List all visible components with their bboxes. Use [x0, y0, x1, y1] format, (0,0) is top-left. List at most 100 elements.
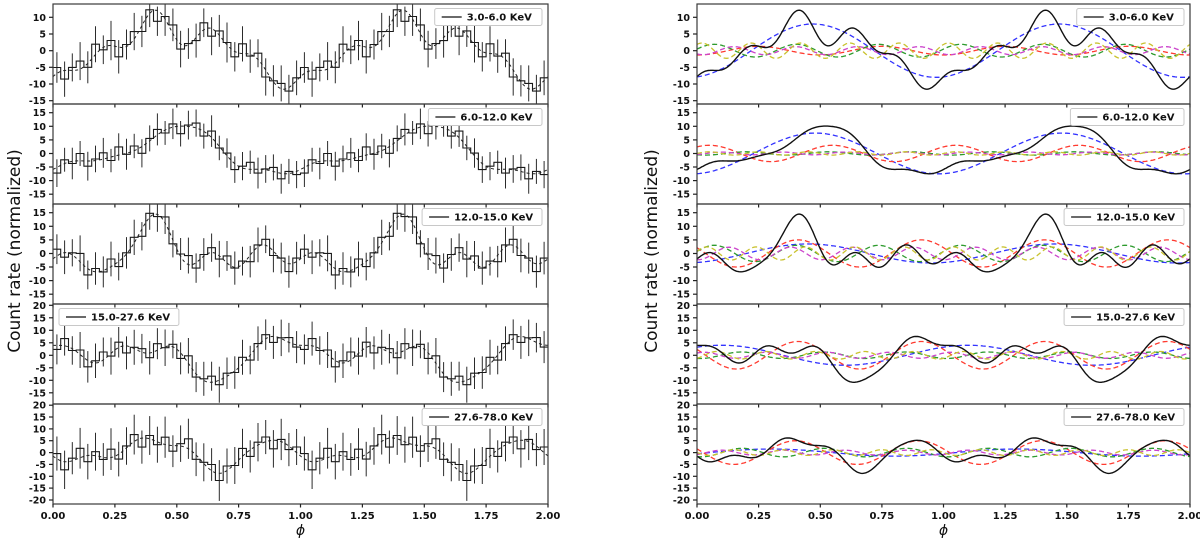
y-tick-label: 0	[683, 46, 690, 57]
y-tick-label: 20	[33, 301, 47, 312]
harmonic-2-curve	[697, 239, 1190, 268]
total-fit-curve	[697, 213, 1190, 273]
binned-profile-steps	[53, 122, 548, 180]
x-tick-label: 1.75	[1116, 511, 1141, 522]
y-tick-label: -5	[35, 163, 46, 174]
x-tick-label: 0.00	[685, 511, 710, 522]
fourier-fit-curve	[53, 213, 548, 273]
panel-2: 15 10 5 0 -5 -10 -15 6.0-12.0 KeV	[673, 103, 1191, 208]
x-tick-label: 1.50	[412, 511, 437, 522]
y-tick-label: 5	[683, 135, 690, 146]
x-tick-label: 0.00	[41, 511, 66, 522]
harmonic-2-curve	[697, 440, 1190, 466]
y-tick-label: -5	[35, 460, 46, 471]
y-tick-label: -5	[679, 163, 690, 174]
y-tick-label: -10	[673, 276, 691, 287]
panel-1: 10 5 0 -5 -10 -15 3.0-6.0 KeV	[673, 3, 1191, 108]
y-tick-label: -10	[673, 472, 691, 483]
y-tick-label: -10	[673, 80, 691, 91]
y-tick-label: 5	[683, 436, 690, 447]
total-fit-curve	[697, 125, 1190, 175]
x-axis-title: ϕ	[939, 523, 948, 538]
y-tick-label: 10	[33, 326, 47, 337]
y-tick-label: -5	[35, 63, 46, 74]
y-tick-label: -15	[29, 290, 46, 301]
legend-label: 3.0-6.0 KeV	[1109, 13, 1174, 24]
y-tick-label: -5	[35, 363, 46, 374]
y-tick-label: 10	[33, 424, 47, 435]
harmonic-5-curve	[697, 42, 1190, 59]
harmonic-4-curve	[697, 151, 1190, 156]
y-tick-label: 0	[39, 46, 46, 57]
y-tick-label: 15	[33, 413, 46, 424]
binned-profile-steps	[53, 212, 548, 276]
y-tick-label: 5	[683, 338, 690, 349]
y-tick-label: -10	[673, 376, 691, 387]
fourier-fit-curve	[53, 125, 548, 175]
legend-label: 12.0-15.0 KeV	[454, 213, 533, 224]
y-tick-label: -10	[29, 176, 47, 187]
y-tick-label: 0	[39, 448, 46, 459]
x-tick-label: 1.00	[288, 511, 313, 522]
y-tick-label: -10	[29, 276, 47, 287]
total-fit-curve	[697, 335, 1190, 383]
y-tick-label: 0	[39, 351, 46, 362]
x-tick-label: 0.75	[870, 511, 895, 522]
y-tick-label: 0	[683, 448, 690, 459]
y-tick-label: 15	[677, 413, 690, 424]
y-tick-label: 20	[677, 301, 691, 312]
panel-2: 15 10 5 0 -5 -10 -15 6.0-12.0 KeV	[29, 103, 549, 208]
legend-box	[1063, 208, 1185, 226]
harmonic-5-curve	[697, 151, 1190, 156]
legend-box	[434, 8, 543, 26]
y-tick-label: 10	[677, 122, 691, 133]
y-tick-label: 5	[39, 135, 46, 146]
x-tick-label: 0.75	[226, 511, 251, 522]
legend-label: 6.0-12.0 KeV	[1102, 113, 1174, 124]
y-tick-label: -15	[29, 484, 46, 495]
y-tick-label: -5	[679, 263, 690, 274]
legend-box	[1063, 308, 1185, 326]
harmonic-5-curve	[697, 246, 1190, 261]
y-tick-label: 0	[683, 351, 690, 362]
y-tick-label: -10	[29, 472, 47, 483]
y-tick-label: 10	[33, 222, 47, 233]
y-tick-label: -15	[673, 484, 690, 495]
pulse-profile-figure: Count rate (normalized) 10 5 0 -5 -10 -15 3.0-…	[5, 3, 561, 538]
harmonic-3-curve	[697, 43, 1190, 58]
y-tick-label: -15	[673, 190, 690, 201]
y-tick-label: -15	[29, 388, 46, 399]
harmonic-2-curve	[697, 340, 1190, 370]
x-tick-label: 1.75	[474, 511, 499, 522]
legend-box	[1069, 108, 1185, 126]
y-tick-label: -15	[673, 388, 690, 399]
y-tick-label: 5	[39, 235, 46, 246]
legend-label: 3.0-6.0 KeV	[467, 13, 532, 24]
panel-3: 15 10 5 0 -5 -10 -15 12.0-15.0 KeV	[29, 203, 549, 308]
x-tick-label: 2.00	[536, 511, 561, 522]
y-tick-label: -10	[29, 80, 47, 91]
y-tick-label: 5	[39, 436, 46, 447]
y-tick-label: 15	[677, 208, 690, 219]
y-tick-label: 5	[39, 30, 46, 41]
harmonic-decomposition-figure: Count rate (normalized) 10 5 0 -5 -10 -15 3.0-…	[600, 0, 1200, 538]
y-tick-label: 0	[39, 149, 46, 160]
x-tick-label: 0.50	[164, 511, 189, 522]
y-tick-label: -5	[679, 363, 690, 374]
y-tick-label: 10	[677, 13, 691, 24]
fourier-fit-curve	[53, 9, 548, 90]
y-tick-label: 10	[33, 13, 47, 24]
legend-label: 15.0-27.6 KeV	[1096, 313, 1175, 324]
x-tick-label: 0.25	[746, 511, 771, 522]
harmonic-1-curve	[697, 23, 1190, 78]
x-tick-label: 1.25	[350, 511, 375, 522]
harmonic-3-curve	[697, 447, 1190, 458]
legend-label: 6.0-12.0 KeV	[460, 113, 532, 124]
y-tick-label: -5	[35, 263, 46, 274]
panel-3: 15 10 5 0 -5 -10 -15 12.0-15.0 KeV	[673, 203, 1191, 308]
